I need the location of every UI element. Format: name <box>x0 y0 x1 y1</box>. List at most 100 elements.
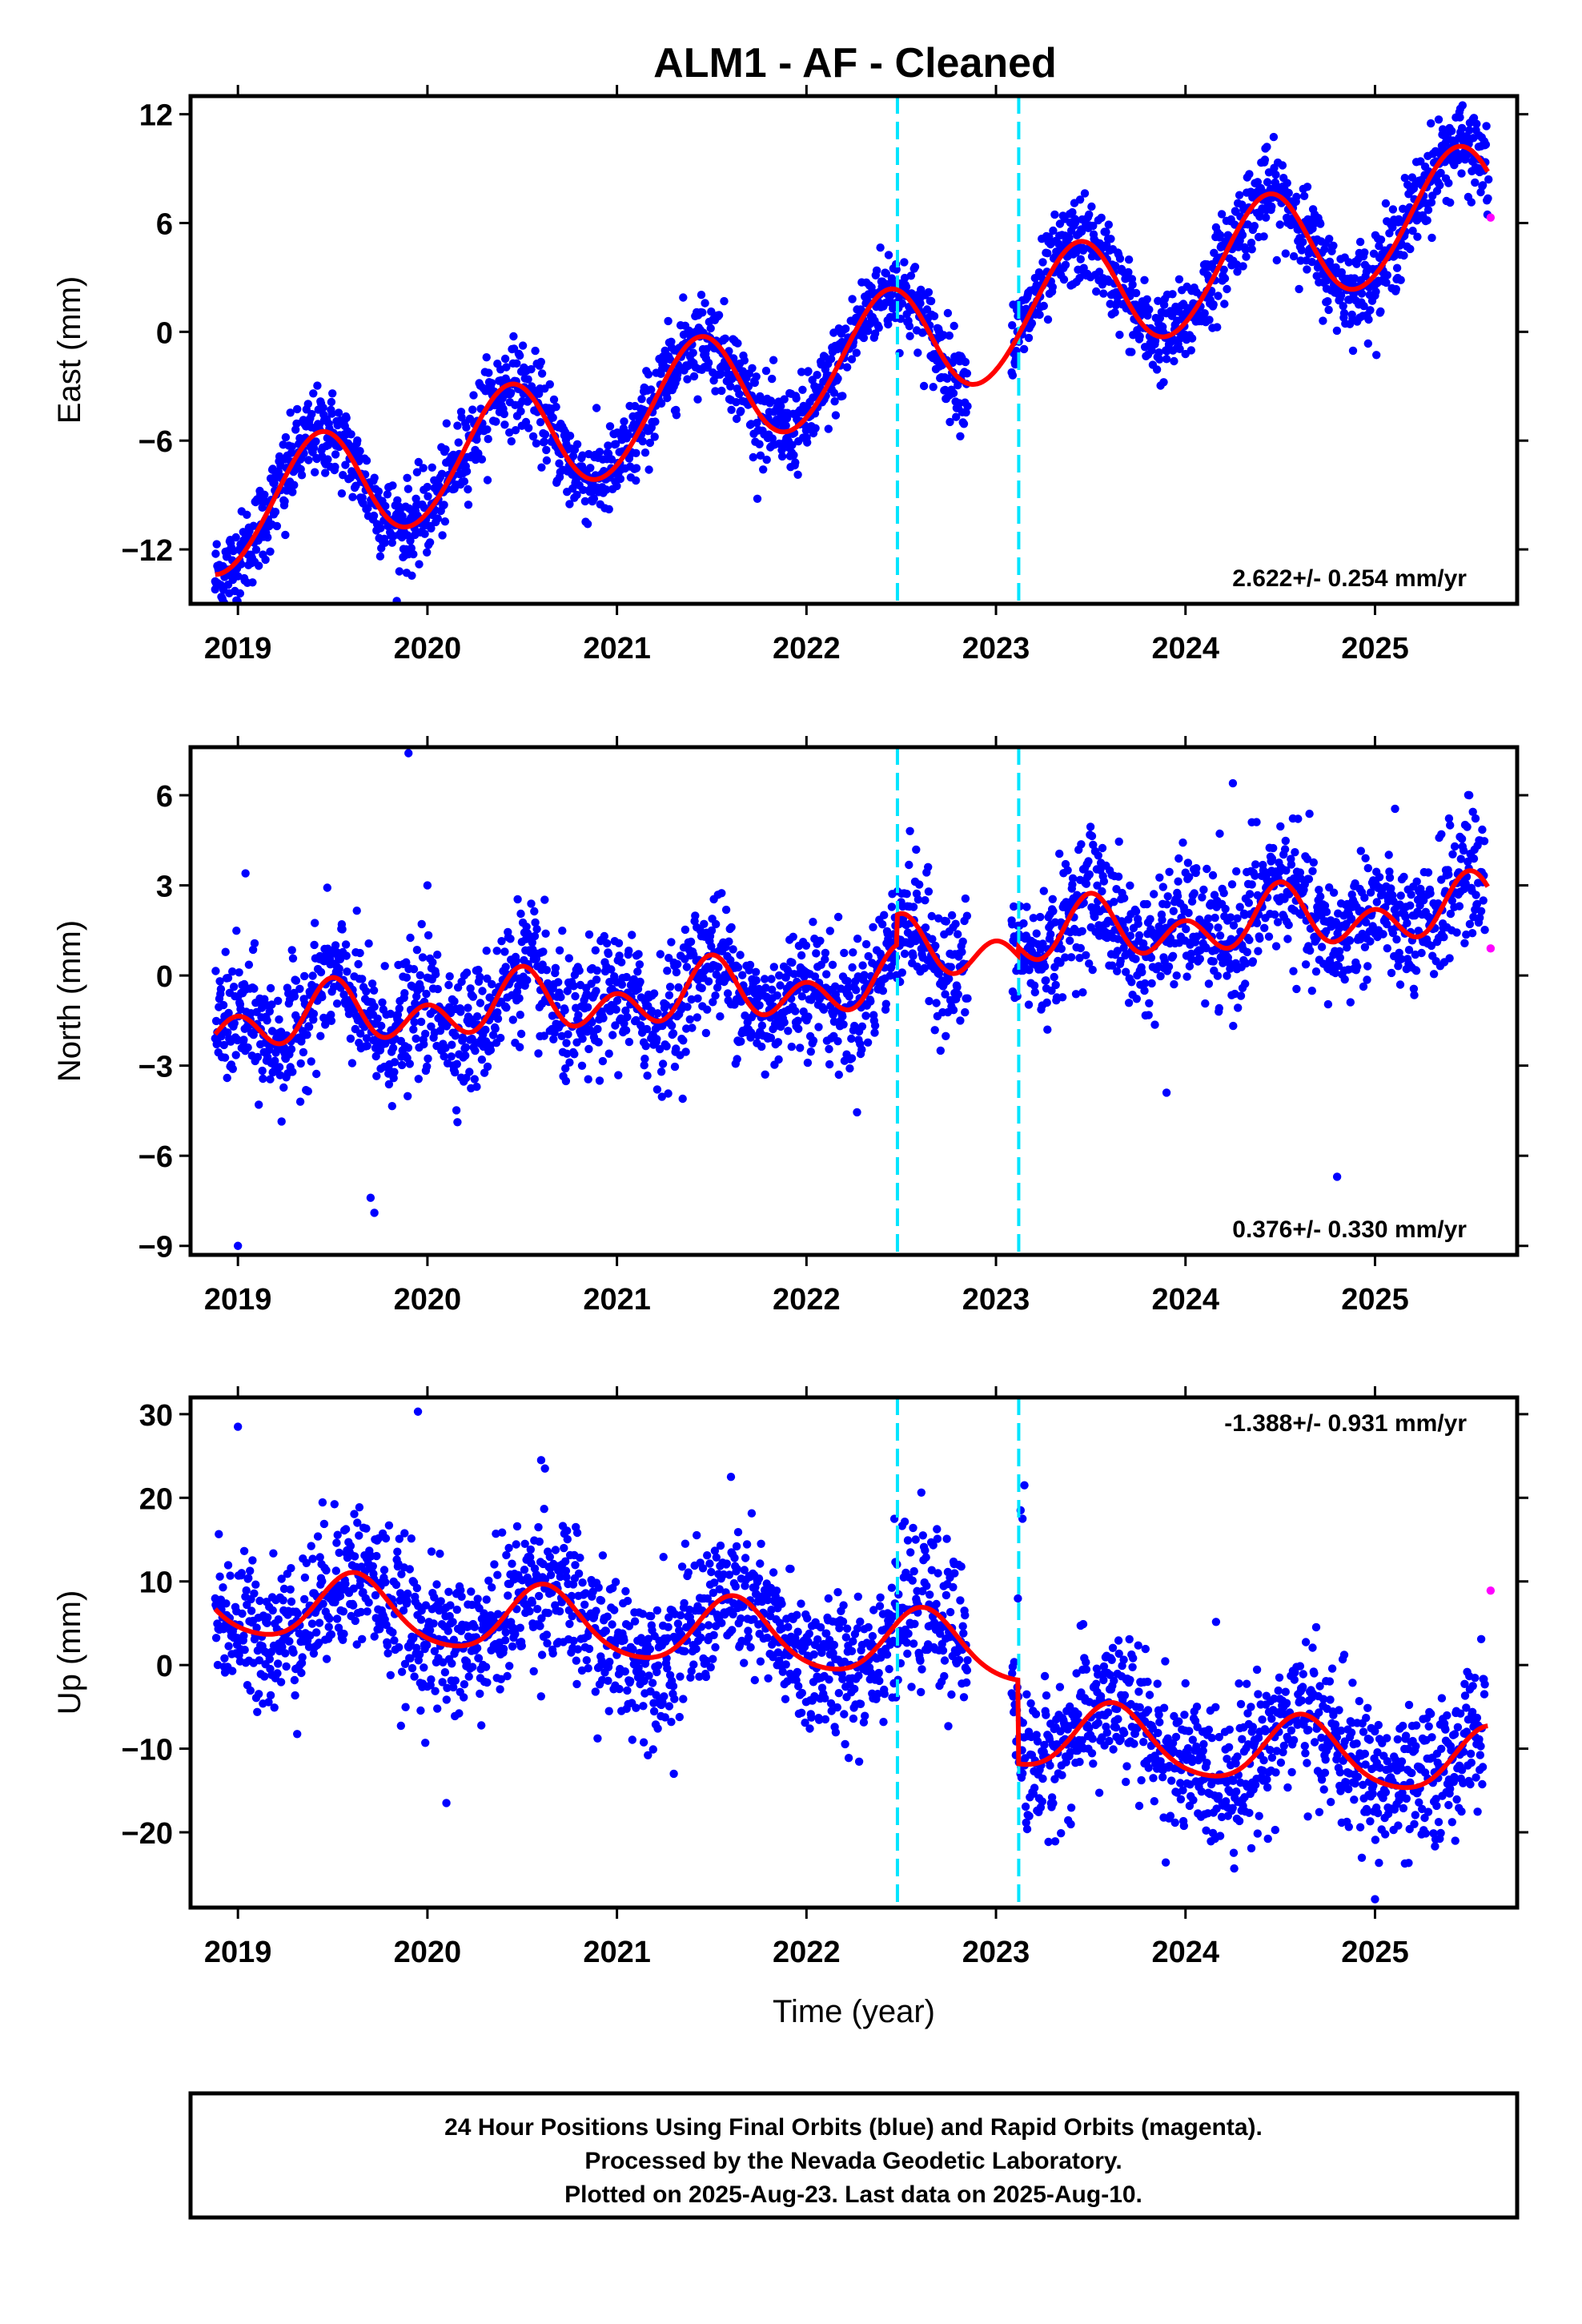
data-point <box>1059 275 1069 284</box>
data-point <box>853 1108 861 1117</box>
data-point <box>1392 263 1402 272</box>
data-point <box>412 1034 420 1043</box>
data-point <box>929 383 938 392</box>
data-point <box>321 468 330 477</box>
data-point <box>274 996 283 1006</box>
data-point <box>238 1609 247 1618</box>
data-point <box>1311 967 1321 976</box>
data-point <box>843 977 853 986</box>
data-point <box>1051 980 1060 990</box>
data-point <box>1204 979 1214 988</box>
data-point <box>622 972 631 982</box>
data-point <box>523 975 532 985</box>
data-point <box>219 1583 227 1592</box>
data-point <box>686 937 696 947</box>
data-point <box>1035 310 1044 320</box>
data-point <box>480 1068 489 1077</box>
data-point <box>1082 951 1090 960</box>
data-point <box>532 439 541 448</box>
data-point <box>1400 174 1410 183</box>
data-point <box>1472 119 1481 128</box>
data-point <box>536 357 545 367</box>
data-point <box>265 1007 274 1016</box>
data-point <box>852 986 861 995</box>
data-point <box>621 1006 630 1015</box>
x-tick-label: 2020 <box>394 1283 462 1317</box>
data-point <box>261 555 270 565</box>
data-point <box>248 1556 257 1565</box>
data-point <box>1093 881 1102 891</box>
data-point <box>491 1024 500 1033</box>
data-point <box>286 408 295 417</box>
data-point <box>689 372 699 381</box>
data-point <box>331 462 339 472</box>
data-point <box>685 1015 694 1024</box>
data-point <box>607 455 616 464</box>
data-point <box>418 953 428 962</box>
data-point <box>880 911 889 919</box>
data-point <box>1085 870 1094 879</box>
data-point <box>1323 999 1333 1009</box>
data-point <box>1094 851 1103 860</box>
data-point <box>1247 880 1256 889</box>
data-point <box>1407 891 1415 899</box>
data-point <box>872 266 881 275</box>
data-point <box>920 963 929 973</box>
data-point <box>584 1075 592 1084</box>
data-point <box>451 1068 460 1077</box>
data-point <box>1305 810 1314 818</box>
data-point <box>223 1028 232 1037</box>
data-point <box>239 1035 248 1044</box>
data-point <box>545 380 554 389</box>
data-point <box>915 880 924 889</box>
model-fit-curve <box>215 143 1490 577</box>
data-point <box>1322 907 1331 916</box>
data-point <box>1264 932 1274 941</box>
data-point <box>1404 946 1414 955</box>
data-point <box>962 911 972 920</box>
data-point <box>448 1040 456 1049</box>
data-point <box>308 971 317 980</box>
data-point <box>255 1596 264 1606</box>
data-point <box>542 966 552 975</box>
data-point <box>1150 890 1158 899</box>
data-point <box>1303 265 1311 274</box>
data-point <box>1200 309 1209 318</box>
data-point <box>1229 1021 1238 1031</box>
data-point <box>1435 181 1444 190</box>
data-point <box>433 951 442 959</box>
data-point <box>602 485 611 494</box>
data-point <box>352 907 361 915</box>
data-point <box>531 346 540 356</box>
data-point <box>279 1584 289 1594</box>
data-point <box>614 939 624 948</box>
data-point <box>531 918 540 927</box>
data-point <box>412 468 422 476</box>
data-point <box>584 1044 593 1054</box>
data-point <box>593 1024 602 1034</box>
data-point <box>231 617 239 625</box>
data-point <box>432 970 440 979</box>
data-point <box>1269 843 1278 853</box>
plot-area <box>211 1397 1496 1908</box>
data-point <box>638 436 647 446</box>
data-point <box>1152 365 1162 374</box>
data-point <box>316 967 326 977</box>
data-point <box>1423 216 1431 225</box>
data-point <box>740 356 749 365</box>
data-point <box>1162 900 1171 909</box>
data-point <box>551 963 560 973</box>
data-point <box>658 1059 668 1068</box>
data-point <box>1024 333 1034 343</box>
data-point <box>900 273 909 283</box>
data-point <box>1463 822 1472 831</box>
data-point <box>1360 893 1369 903</box>
data-point <box>902 890 911 899</box>
data-point <box>453 1118 462 1127</box>
data-point <box>897 968 907 977</box>
data-point <box>1357 289 1367 298</box>
data-point <box>511 426 520 435</box>
data-point <box>847 355 857 364</box>
data-point <box>211 1634 221 1642</box>
data-point <box>1271 942 1281 951</box>
